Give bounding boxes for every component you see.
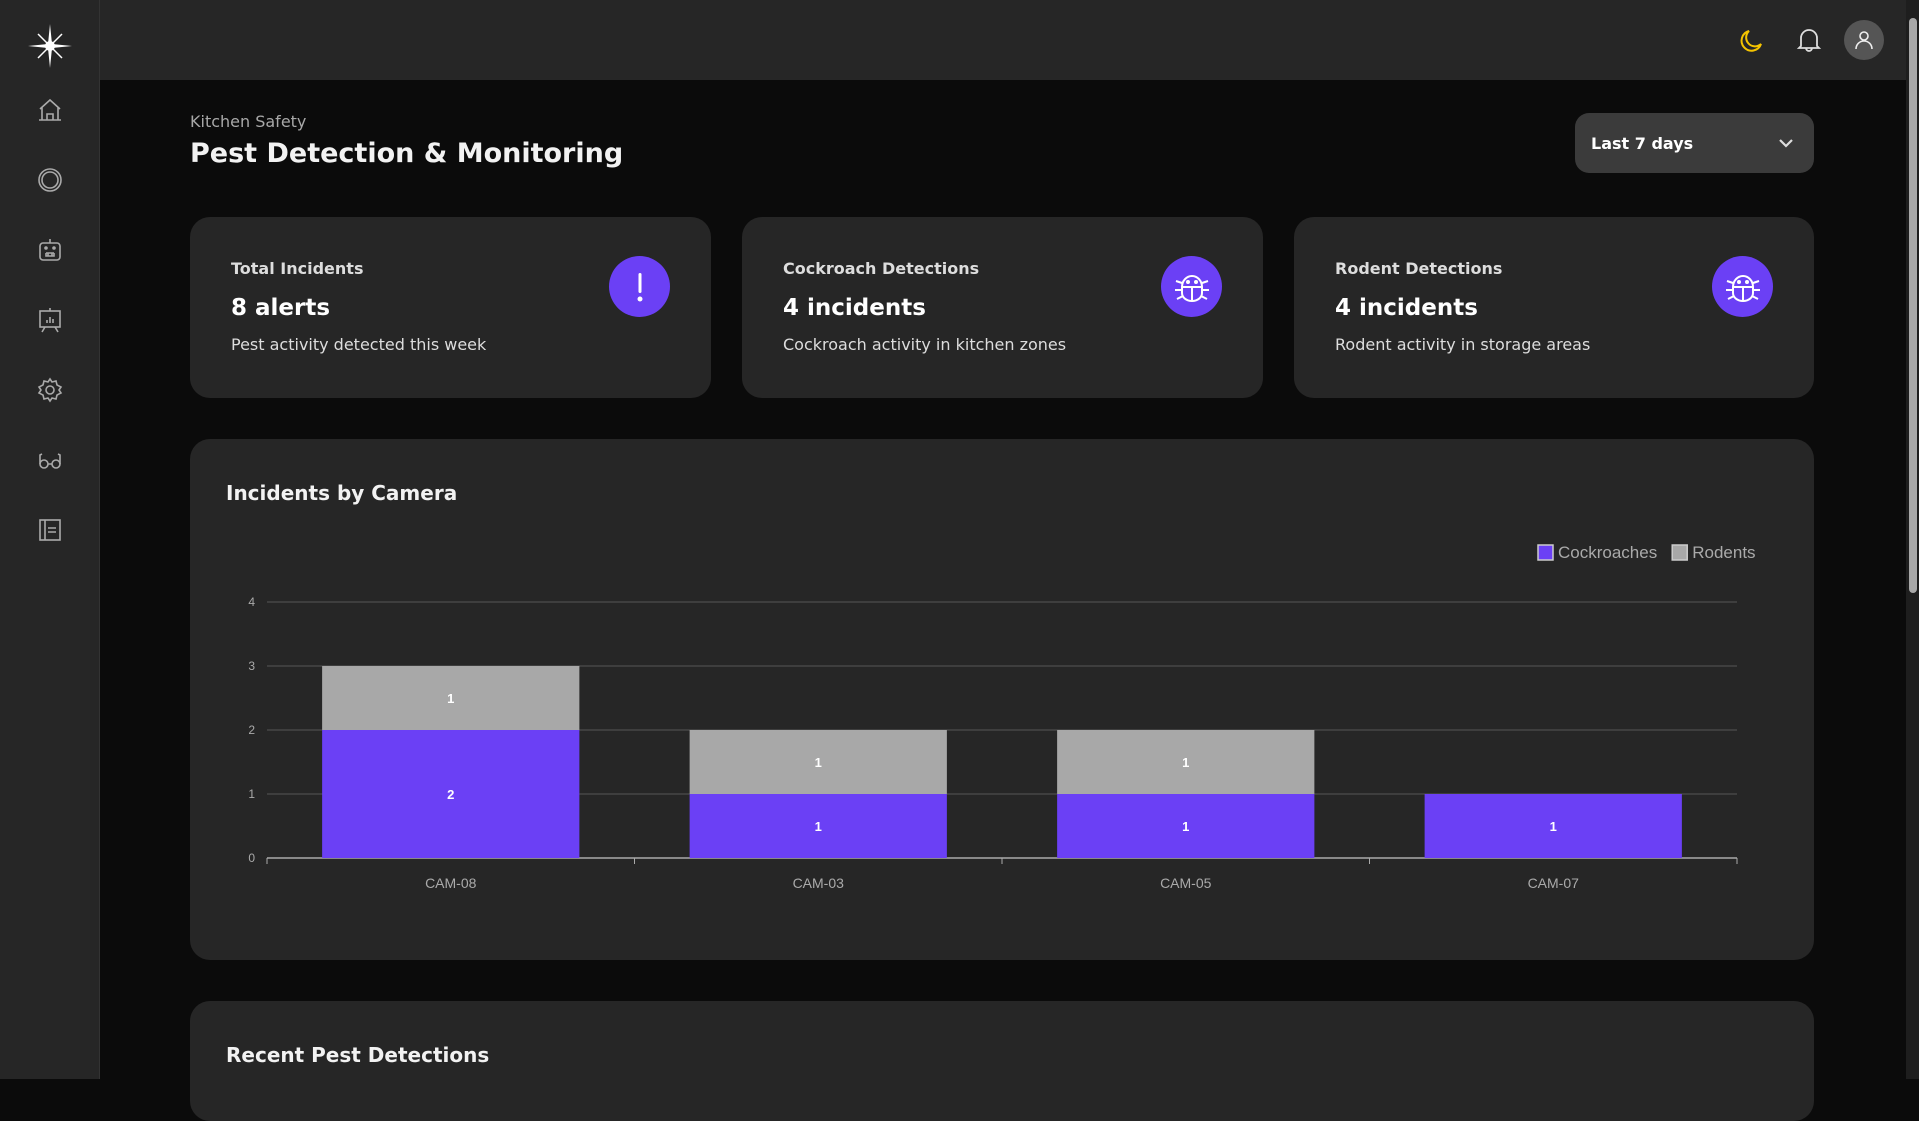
legend-swatch <box>1537 544 1554 561</box>
card-description: Pest activity detected this week <box>231 335 487 354</box>
bar-data-label: 1 <box>1182 755 1189 770</box>
moon-icon[interactable] <box>1732 20 1772 60</box>
chevron-down-icon <box>1779 139 1793 148</box>
bar-data-label: 1 <box>815 819 822 834</box>
card-value: 8 alerts <box>231 295 331 321</box>
date-range-value: Last 7 days <box>1591 133 1694 153</box>
bar-data-label: 1 <box>447 691 454 706</box>
incidents-chart-panel: Incidents by Camera 0 1 2 3 4 2 1 CAM-08 1 1 CAM-0… <box>190 439 1814 960</box>
cockroach-detections-card: Cockroach Detections 4 incidents Cockroa… <box>742 217 1263 398</box>
document-icon[interactable] <box>32 512 68 548</box>
x-tick-label: CAM-03 <box>793 875 845 891</box>
bar-data-label: 1 <box>1550 819 1557 834</box>
target-icon[interactable] <box>32 162 68 198</box>
home-icon[interactable] <box>32 92 68 128</box>
incidents-bar-chart: 0 1 2 3 4 2 1 CAM-08 1 1 CAM-03 1 1 CAM-05 1 CAM-07 Cock… <box>248 543 1755 891</box>
card-label: Cockroach Detections <box>783 259 980 278</box>
card-description: Rodent activity in storage areas <box>1335 335 1591 354</box>
bar-data-label: 1 <box>1182 819 1189 834</box>
recent-detections-panel: Recent Pest Detections <box>190 1001 1814 1121</box>
exclamation-icon <box>609 256 670 317</box>
card-description: Cockroach activity in kitchen zones <box>783 335 1067 354</box>
bar-cockroaches <box>1057 794 1315 858</box>
x-tick-label: CAM-07 <box>1528 875 1580 891</box>
y-tick-label: 0 <box>248 851 255 865</box>
bug-icon <box>1161 256 1222 317</box>
bar-rodents <box>1057 730 1315 794</box>
breadcrumb: Kitchen Safety <box>190 112 307 131</box>
card-value: 4 incidents <box>1335 295 1478 321</box>
date-range-select[interactable]: Last 7 days <box>1575 113 1814 173</box>
chart-title: Incidents by Camera <box>226 481 458 505</box>
y-tick-label: 1 <box>248 787 255 801</box>
bar-data-label: 1 <box>815 755 822 770</box>
bar-cockroaches <box>689 794 947 858</box>
y-tick-label: 3 <box>248 659 255 673</box>
legend-label: Cockroaches <box>1558 543 1657 562</box>
x-tick-label: CAM-05 <box>1160 875 1212 891</box>
sidebar <box>0 0 100 1079</box>
bar-cockroaches <box>1424 794 1682 858</box>
bell-icon[interactable] <box>1789 20 1829 60</box>
page-title: Pest Detection & Monitoring <box>190 138 624 169</box>
recent-title: Recent Pest Detections <box>226 1043 490 1067</box>
robot-icon[interactable] <box>32 232 68 268</box>
card-value: 4 incidents <box>783 295 926 321</box>
bar-cockroaches <box>322 730 580 858</box>
card-label: Total Incidents <box>231 259 364 278</box>
total-incidents-card: Total Incidents 8 alerts Pest activity d… <box>190 217 711 398</box>
bar-data-label: 2 <box>447 787 454 802</box>
bug-icon <box>1712 256 1773 317</box>
x-tick-label: CAM-08 <box>425 875 477 891</box>
gear-icon[interactable] <box>32 372 68 408</box>
presentation-chart-icon[interactable] <box>32 302 68 338</box>
y-tick-label: 2 <box>248 723 255 737</box>
avatar[interactable] <box>1844 20 1884 60</box>
top-bar <box>100 0 1906 80</box>
bar-rodents <box>689 730 947 794</box>
legend-swatch <box>1671 544 1688 561</box>
scrollbar-thumb[interactable] <box>1909 18 1917 593</box>
glasses-icon[interactable] <box>32 442 68 478</box>
bar-rodents <box>322 666 580 730</box>
scrollbar[interactable] <box>1906 0 1919 1079</box>
y-tick-label: 4 <box>248 595 255 609</box>
logo-icon[interactable] <box>26 22 74 70</box>
card-label: Rodent Detections <box>1335 259 1503 278</box>
legend-label: Rodents <box>1692 543 1755 562</box>
rodent-detections-card: Rodent Detections 4 incidents Rodent act… <box>1294 217 1814 398</box>
